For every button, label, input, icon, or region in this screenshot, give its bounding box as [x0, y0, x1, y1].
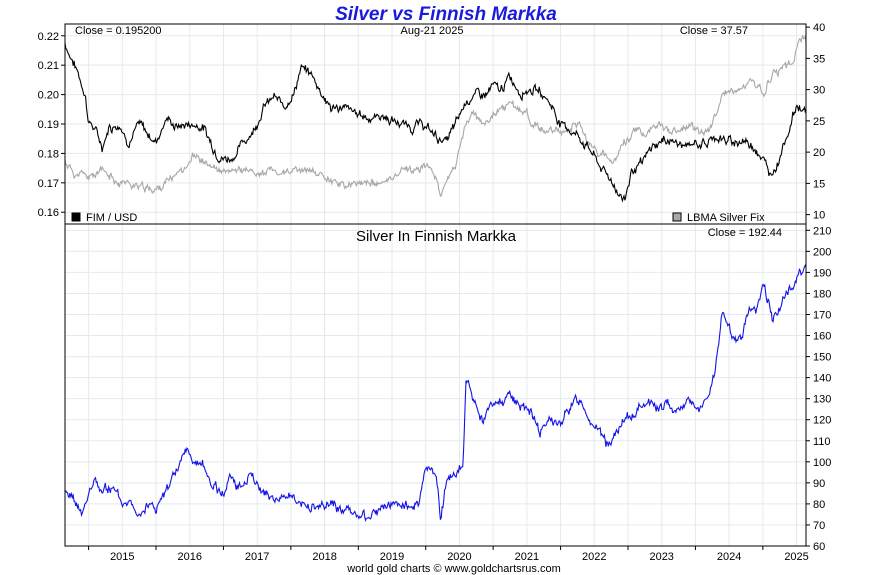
fim-close-label: Close = 0.195200	[75, 25, 162, 37]
left-tick-label: 0.17	[38, 178, 59, 190]
silver-legend-swatch	[672, 212, 682, 222]
x-tick-label: 2019	[380, 551, 404, 563]
right-tick-label: 130	[813, 394, 831, 406]
right-tick-label: 10	[813, 210, 825, 222]
right-tick-label: 150	[813, 352, 831, 364]
left-tick-label: 0.19	[38, 119, 59, 131]
top-right-axis: 10 15 20 25 30 35 40	[806, 22, 825, 222]
fim-usd-line	[64, 42, 807, 203]
fim-legend-swatch	[71, 212, 81, 222]
bottom-panel-frame	[64, 223, 807, 547]
x-tick-label: 2025	[784, 551, 808, 563]
right-tick-label: 35	[813, 53, 825, 65]
silver-legend-label: LBMA Silver Fix	[687, 212, 765, 224]
silver-price-line	[64, 34, 807, 197]
right-tick-label: 210	[813, 225, 831, 237]
right-tick-label: 160	[813, 331, 831, 343]
bottom-right-axis: 60 70 80 90 100 110 120 130 140 150 160 170 180 190 20…	[806, 225, 831, 553]
x-tick-label: 2017	[245, 551, 269, 563]
x-tick-label: 2024	[717, 551, 741, 563]
chart-title: Silver vs Finnish Markka	[335, 4, 557, 25]
top-panel-grid	[65, 24, 806, 224]
date-label: Aug-21 2025	[401, 25, 464, 37]
top-left-axis: 0.16 0.17 0.18 0.19 0.20 0.21 0.22	[38, 31, 65, 219]
right-tick-label: 190	[813, 267, 831, 279]
x-tick-label: 2022	[582, 551, 606, 563]
left-tick-label: 0.20	[38, 90, 59, 102]
silver-in-markka-line	[64, 264, 807, 523]
left-tick-label: 0.22	[38, 31, 59, 43]
right-tick-label: 25	[813, 116, 825, 128]
markka-close-label: Close = 192.44	[708, 227, 782, 239]
right-tick-label: 70	[813, 520, 825, 532]
right-tick-label: 200	[813, 246, 831, 258]
left-tick-label: 0.16	[38, 207, 59, 219]
bottom-panel-grid	[65, 224, 806, 547]
right-tick-label: 100	[813, 457, 831, 469]
x-tick-label: 2018	[312, 551, 336, 563]
right-tick-label: 60	[813, 541, 825, 553]
right-tick-label: 140	[813, 373, 831, 385]
x-tick-label: 2023	[649, 551, 673, 563]
top-panel-series	[64, 34, 807, 203]
x-tick-label: 2016	[177, 551, 201, 563]
right-tick-label: 40	[813, 22, 825, 34]
x-tick-label: 2021	[515, 551, 539, 563]
right-tick-label: 15	[813, 178, 825, 190]
fim-legend-label: FIM / USD	[86, 212, 137, 224]
x-tick-label: 2020	[447, 551, 471, 563]
right-tick-label: 80	[813, 499, 825, 511]
right-tick-label: 170	[813, 309, 831, 321]
bottom-panel-series	[64, 264, 807, 523]
left-tick-label: 0.18	[38, 148, 59, 160]
x-axis: 2015 2016 2017 2018 2019 2020 2021 2022 2023 2024…	[88, 546, 809, 563]
silver-close-label: Close = 37.57	[680, 25, 748, 37]
x-tick-label: 2015	[110, 551, 134, 563]
right-tick-label: 120	[813, 415, 831, 427]
right-tick-label: 110	[813, 436, 831, 448]
footer-credit: world gold charts © www.goldchartsrus.co…	[346, 563, 561, 575]
right-tick-label: 30	[813, 85, 825, 97]
right-tick-label: 180	[813, 288, 831, 300]
right-tick-label: 90	[813, 478, 825, 490]
bottom-panel-title: Silver In Finnish Markka	[356, 228, 517, 245]
left-tick-label: 0.21	[38, 60, 59, 72]
right-tick-label: 20	[813, 147, 825, 159]
